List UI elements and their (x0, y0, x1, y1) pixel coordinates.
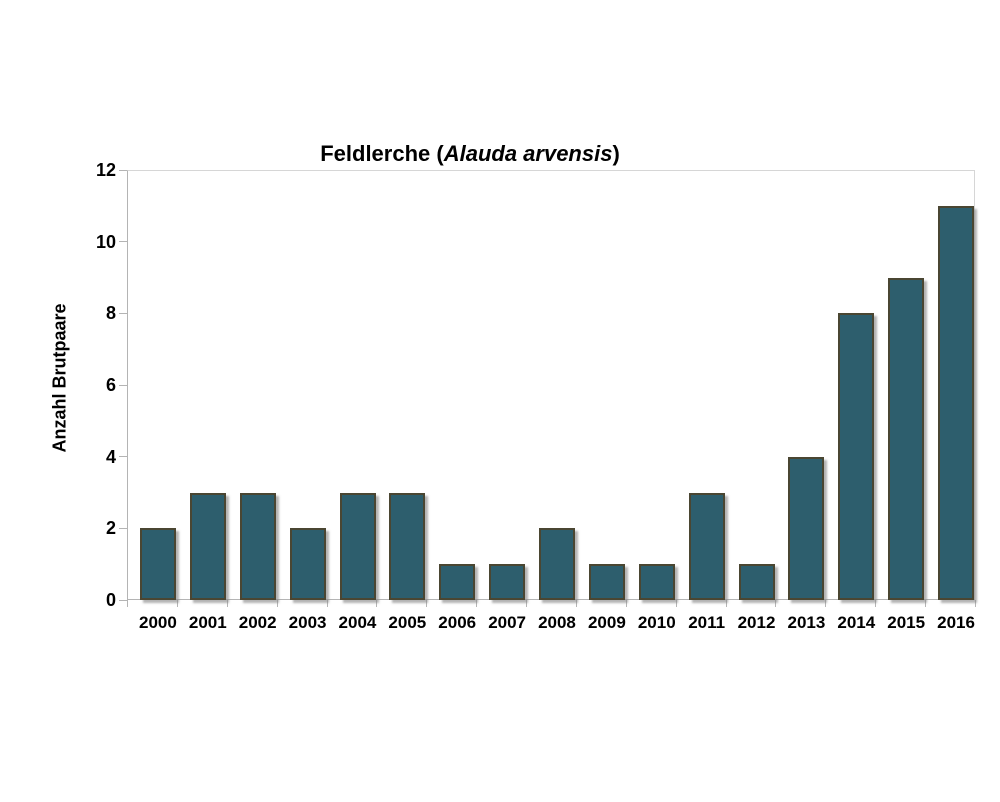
y-tick-mark (119, 241, 127, 243)
x-tick-label-2013: 2013 (787, 613, 826, 632)
x-tick-mark (725, 600, 727, 607)
y-tick-mark (119, 527, 127, 529)
bar-2015 (888, 277, 925, 600)
y-tick-label-2: 2 (105, 518, 116, 539)
y-tick-label-4: 4 (105, 446, 116, 467)
x-tick-label-2012: 2012 (737, 613, 776, 632)
y-tick-mark (119, 384, 127, 386)
x-tick-label-2016: 2016 (937, 613, 975, 632)
x-tick-label-2004: 2004 (338, 613, 377, 632)
x-tick-label-2008: 2008 (538, 613, 576, 632)
x-tick-mark (575, 600, 577, 607)
x-tick-mark (426, 600, 428, 607)
bar-2007 (489, 564, 526, 600)
bar-2011 (688, 492, 725, 600)
x-tick-mark (127, 600, 128, 607)
x-tick-mark (176, 600, 178, 607)
bar-2009 (588, 564, 625, 600)
x-tick-label-2007: 2007 (488, 613, 527, 632)
bar-2013 (788, 456, 825, 600)
y-tick-label-10: 10 (95, 231, 116, 252)
y-tick-label-12: 12 (95, 160, 116, 180)
x-tick-mark (875, 600, 877, 607)
chart-title-prefix: Feldlerche ( (320, 141, 444, 166)
chart-title-species: Alauda arvensis (443, 141, 613, 166)
x-tick-mark (975, 600, 976, 607)
bar-2008 (539, 528, 576, 600)
x-tick-mark (376, 600, 378, 607)
bar-2001 (189, 492, 226, 600)
x-tick-mark (675, 600, 677, 607)
x-tick-mark (476, 600, 478, 607)
x-tick-label-2002: 2002 (238, 613, 277, 632)
x-tick-mark (276, 600, 278, 607)
x-tick-label-2003: 2003 (288, 613, 327, 632)
bar-2005 (389, 492, 426, 600)
bar-2016 (938, 205, 975, 600)
y-tick-mark (119, 312, 127, 314)
x-tick-mark (775, 600, 777, 607)
bar-2012 (738, 564, 775, 600)
x-tick-label-2000: 2000 (139, 613, 177, 632)
x-tick-label-2001: 2001 (188, 613, 227, 632)
x-tick-mark (925, 600, 927, 607)
x-tick-label-2015: 2015 (887, 613, 926, 632)
x-tick-label-2011: 2011 (688, 613, 726, 632)
x-tick-label-2009: 2009 (587, 613, 626, 632)
bar-2000 (140, 528, 176, 600)
chart-title: Feldlerche (Alauda arvensis) (0, 141, 940, 167)
x-tick-label-2005: 2005 (388, 613, 427, 632)
x-tick-label-2010: 2010 (637, 613, 676, 632)
y-tick-mark (119, 456, 127, 458)
bar-2006 (439, 564, 476, 600)
x-tick-mark (625, 600, 627, 607)
bar-2004 (339, 492, 376, 600)
x-tick-mark (526, 600, 528, 607)
y-tick-mark (119, 169, 127, 171)
x-tick-mark (226, 600, 228, 607)
y-tick-label-6: 6 (105, 375, 116, 395)
x-tick-mark (825, 600, 827, 607)
bar-2002 (239, 492, 276, 600)
bar-2010 (638, 564, 675, 600)
x-tick-label-2014: 2014 (837, 613, 876, 632)
y-tick-mark (119, 599, 127, 601)
chart-title-suffix: ) (612, 141, 620, 166)
y-tick-label-0: 0 (105, 590, 116, 610)
bar-2014 (838, 313, 875, 600)
bar-2003 (289, 528, 326, 600)
y-tick-label-8: 8 (105, 303, 116, 324)
x-tick-label-2006: 2006 (438, 613, 477, 632)
x-tick-mark (326, 600, 328, 607)
